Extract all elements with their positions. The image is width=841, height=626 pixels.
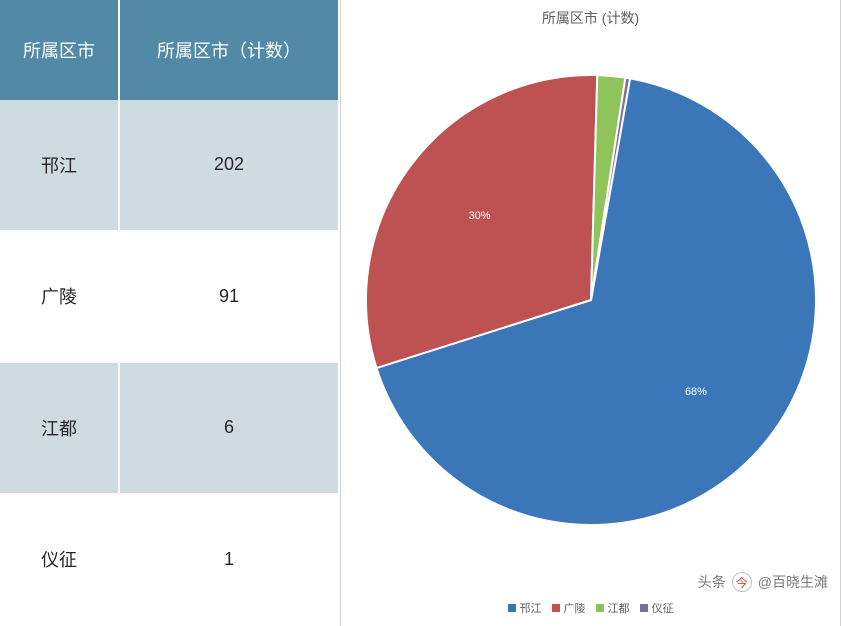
- table-row: 仪征1: [0, 495, 340, 626]
- watermark-author: @百晓生滩: [758, 572, 828, 592]
- legend-swatch: [596, 604, 604, 612]
- slice-pct-label: 68%: [685, 386, 707, 398]
- root: 所属区市 所属区市（计数） 邗江202广陵91江都6仪征1 所属区市 (计数) …: [0, 0, 841, 626]
- cell-region: 江都: [0, 363, 120, 495]
- legend-label: 江都: [608, 600, 630, 616]
- cell-region: 广陵: [0, 232, 120, 364]
- cell-count: 91: [120, 232, 340, 364]
- cell-count: 1: [120, 495, 340, 626]
- cell-count: 6: [120, 363, 340, 495]
- legend-swatch: [640, 604, 648, 612]
- chart-legend: 邗江 广陵 江都 仪征: [341, 600, 840, 616]
- legend-label: 邗江: [520, 600, 542, 616]
- table-row: 邗江202: [0, 100, 340, 232]
- legend-item: 邗江: [508, 600, 542, 616]
- table-header-region: 所属区市: [0, 0, 120, 100]
- table-header-row: 所属区市 所属区市（计数）: [0, 0, 340, 100]
- legend-swatch: [508, 604, 516, 612]
- legend-label: 仪征: [652, 600, 674, 616]
- watermark-icon: 今: [732, 572, 752, 592]
- watermark-prefix: 头条: [698, 572, 726, 592]
- legend-item: 仪征: [640, 600, 674, 616]
- cell-count: 202: [120, 100, 340, 232]
- cell-region: 仪征: [0, 495, 120, 626]
- table-header-count: 所属区市（计数）: [120, 0, 340, 100]
- table-body: 邗江202广陵91江都6仪征1: [0, 100, 340, 626]
- pie-chart-panel: 所属区市 (计数) 68% 30% 邗江 广陵 江都 仪征 头条 今 @百晓生滩: [340, 0, 841, 626]
- legend-label: 广陵: [564, 600, 586, 616]
- legend-swatch: [552, 604, 560, 612]
- table-row: 广陵91: [0, 232, 340, 364]
- slice-pct-label: 30%: [469, 210, 491, 222]
- legend-item: 江都: [596, 600, 630, 616]
- pie-svg: 68% 30%: [361, 40, 821, 560]
- table-row: 江都6: [0, 363, 340, 495]
- watermark: 头条 今 @百晓生滩: [698, 572, 828, 592]
- chart-title: 所属区市 (计数): [341, 8, 840, 28]
- data-table: 所属区市 所属区市（计数） 邗江202广陵91江都6仪征1: [0, 0, 340, 626]
- pie-wrap: 68% 30%: [361, 40, 821, 560]
- cell-region: 邗江: [0, 100, 120, 232]
- legend-item: 广陵: [552, 600, 586, 616]
